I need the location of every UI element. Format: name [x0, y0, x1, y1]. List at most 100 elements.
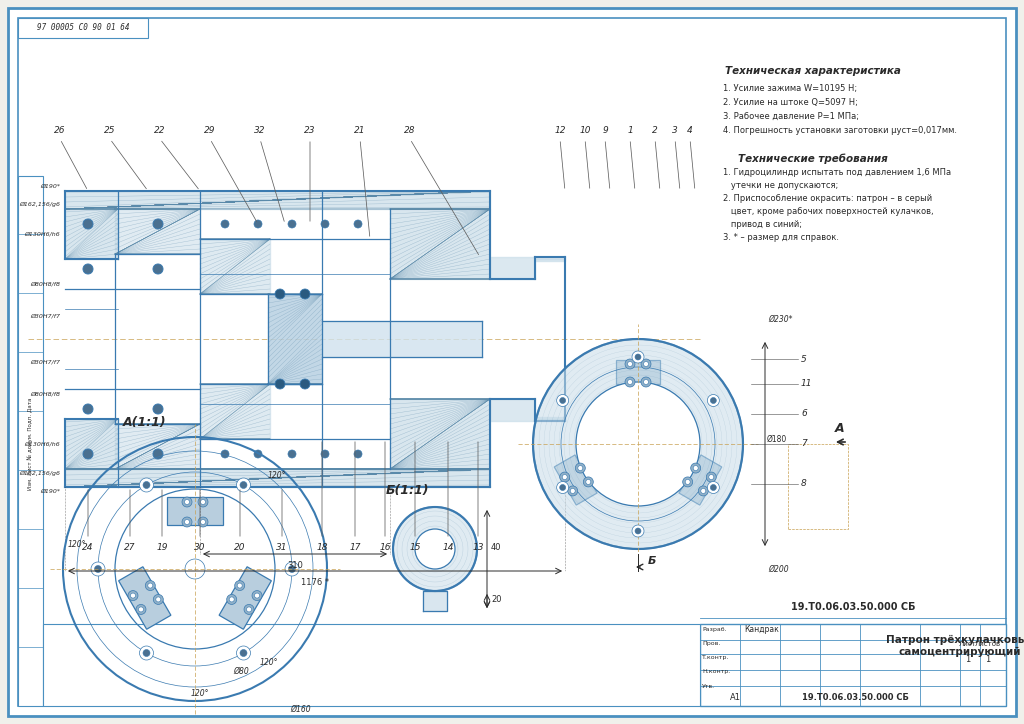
- Circle shape: [708, 481, 719, 494]
- Bar: [18, 18, 148, 38]
- Circle shape: [234, 581, 245, 591]
- Text: Ø80H8/f8: Ø80H8/f8: [30, 282, 60, 287]
- Text: 1. Гидроцилиндр испытать под давлением 1,6 МПа: 1. Гидроцилиндр испытать под давлением 1…: [723, 168, 951, 177]
- Circle shape: [153, 449, 163, 459]
- Circle shape: [237, 646, 251, 660]
- Text: Техническая характеристика: Техническая характеристика: [725, 66, 901, 76]
- Text: 3. Рабочее давление Р=1 МПа;: 3. Рабочее давление Р=1 МПа;: [723, 112, 859, 121]
- Circle shape: [575, 382, 700, 506]
- Text: 120°: 120°: [68, 539, 86, 549]
- Circle shape: [584, 477, 593, 487]
- Circle shape: [201, 500, 206, 505]
- Circle shape: [575, 463, 586, 473]
- Text: Т.контр.: Т.контр.: [702, 655, 729, 660]
- Text: 1: 1: [985, 655, 990, 665]
- Circle shape: [83, 449, 93, 459]
- Circle shape: [288, 220, 296, 228]
- Text: А1: А1: [729, 692, 740, 702]
- Circle shape: [578, 466, 583, 471]
- Circle shape: [635, 528, 641, 534]
- Circle shape: [201, 520, 206, 524]
- Text: Ø162,156/g6: Ø162,156/g6: [19, 471, 60, 476]
- Circle shape: [128, 591, 138, 601]
- Circle shape: [83, 219, 93, 229]
- Bar: [18, 176, 43, 706]
- Circle shape: [145, 581, 156, 591]
- Text: 16: 16: [379, 543, 391, 552]
- Circle shape: [708, 395, 719, 406]
- Text: Ø230*: Ø230*: [768, 314, 793, 324]
- Text: 17: 17: [349, 543, 360, 552]
- Text: 18: 18: [316, 543, 328, 552]
- Circle shape: [182, 517, 193, 527]
- Circle shape: [240, 649, 247, 657]
- Circle shape: [534, 339, 743, 549]
- Circle shape: [94, 565, 101, 573]
- Text: Кандрак: Кандрак: [744, 626, 779, 634]
- Circle shape: [557, 395, 568, 406]
- Text: 23: 23: [304, 126, 315, 135]
- Circle shape: [156, 597, 161, 602]
- Circle shape: [153, 404, 163, 414]
- Circle shape: [147, 583, 153, 588]
- Circle shape: [226, 594, 237, 605]
- Text: 4. Погрешность установки заготовки μуст=0,017мм.: 4. Погрешность установки заготовки μуст=…: [723, 126, 957, 135]
- Circle shape: [136, 605, 146, 615]
- Circle shape: [643, 361, 648, 366]
- Text: 29: 29: [204, 126, 216, 135]
- Text: 1: 1: [966, 655, 971, 665]
- Circle shape: [289, 565, 296, 573]
- Circle shape: [685, 479, 690, 484]
- Text: Ø30H7/f7: Ø30H7/f7: [30, 359, 60, 364]
- Circle shape: [300, 379, 310, 389]
- Text: 6: 6: [801, 410, 807, 418]
- Text: 32: 32: [254, 126, 266, 135]
- Text: 2: 2: [652, 126, 657, 135]
- Circle shape: [643, 379, 648, 384]
- Circle shape: [275, 289, 285, 299]
- Circle shape: [691, 463, 700, 473]
- Text: 5: 5: [801, 355, 807, 363]
- Circle shape: [562, 474, 567, 479]
- Circle shape: [184, 500, 189, 505]
- Text: привод в синий;: привод в синий;: [723, 220, 802, 229]
- Text: Ø200: Ø200: [768, 565, 788, 573]
- Circle shape: [237, 478, 251, 492]
- Text: Ø162,156/g6: Ø162,156/g6: [19, 202, 60, 207]
- Text: 120°: 120°: [190, 689, 209, 699]
- Text: А(1:1): А(1:1): [123, 416, 167, 429]
- Circle shape: [711, 397, 717, 403]
- Text: 19.Т0.06.03.50.000 СБ: 19.Т0.06.03.50.000 СБ: [802, 692, 908, 702]
- Circle shape: [138, 607, 143, 612]
- Circle shape: [83, 264, 93, 274]
- Text: 26: 26: [54, 126, 66, 135]
- Circle shape: [700, 489, 706, 494]
- Circle shape: [275, 379, 285, 389]
- Circle shape: [354, 220, 362, 228]
- Circle shape: [567, 486, 578, 496]
- Circle shape: [139, 646, 154, 660]
- Circle shape: [698, 486, 709, 496]
- Circle shape: [240, 481, 247, 489]
- Text: 19: 19: [157, 543, 168, 552]
- Circle shape: [354, 450, 362, 458]
- Circle shape: [625, 377, 635, 387]
- Circle shape: [184, 520, 189, 524]
- Circle shape: [238, 583, 243, 588]
- Text: 2. Приспособление окрасить: патрон – в серый: 2. Приспособление окрасить: патрон – в с…: [723, 194, 932, 203]
- Text: 20: 20: [234, 543, 246, 552]
- Bar: [554, 455, 597, 505]
- Circle shape: [244, 605, 254, 615]
- Circle shape: [560, 397, 565, 403]
- Text: Листов: Листов: [975, 641, 1001, 647]
- Circle shape: [83, 404, 93, 414]
- Circle shape: [625, 359, 635, 369]
- Text: Н.контр.: Н.контр.: [702, 670, 730, 675]
- Circle shape: [198, 517, 208, 527]
- Text: цвет, кроме рабочих поверхностей кулачков,: цвет, кроме рабочих поверхностей кулачко…: [723, 207, 934, 216]
- Text: А: А: [836, 423, 845, 436]
- Circle shape: [247, 607, 252, 612]
- Text: Ø130H6/h6: Ø130H6/h6: [25, 441, 60, 446]
- Text: Ø30H7/f7: Ø30H7/f7: [30, 314, 60, 319]
- Text: Ø180: Ø180: [767, 434, 787, 444]
